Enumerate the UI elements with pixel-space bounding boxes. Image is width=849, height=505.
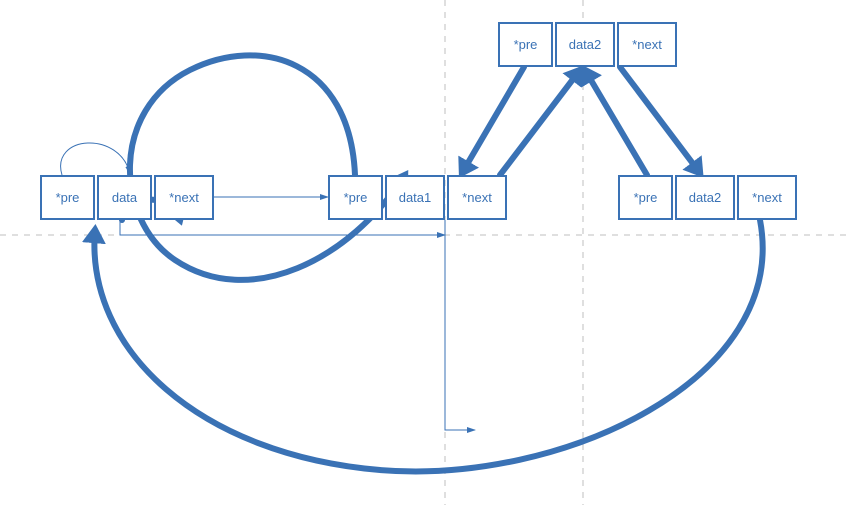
node-cell: *next	[154, 175, 214, 220]
node-cell: *pre	[618, 175, 673, 220]
thin-arrow	[445, 220, 475, 430]
cell-label: *pre	[514, 37, 538, 52]
cell-label: data	[112, 190, 137, 205]
cell-label: data1	[399, 190, 432, 205]
thick-arrow	[620, 67, 700, 173]
cell-label: *next	[632, 37, 662, 52]
thick-arrows-layer	[94, 55, 762, 471]
node-cell: data	[97, 175, 152, 220]
node-cell: *pre	[498, 22, 553, 67]
thin-arrow	[120, 220, 445, 235]
cell-label: *pre	[634, 190, 658, 205]
thick-arrow	[130, 55, 405, 280]
node-cell: *pre	[40, 175, 95, 220]
node-cell: *next	[617, 22, 677, 67]
cell-label: *next	[752, 190, 782, 205]
thick-arrow	[94, 220, 762, 471]
node-cell: data2	[675, 175, 735, 220]
cell-label: *next	[169, 190, 199, 205]
node-cell: *next	[737, 175, 797, 220]
node-cell: data2	[555, 22, 615, 67]
cell-label: *pre	[344, 190, 368, 205]
node-cell: *next	[447, 175, 507, 220]
cell-label: *next	[462, 190, 492, 205]
cell-label: data2	[689, 190, 722, 205]
diagram-svg	[0, 0, 849, 505]
cell-label: data2	[569, 37, 602, 52]
node-cell: *pre	[328, 175, 383, 220]
grid-layer	[0, 0, 849, 505]
cell-label: *pre	[56, 190, 80, 205]
node-cell: data1	[385, 175, 445, 220]
thin-arrow	[61, 143, 130, 175]
